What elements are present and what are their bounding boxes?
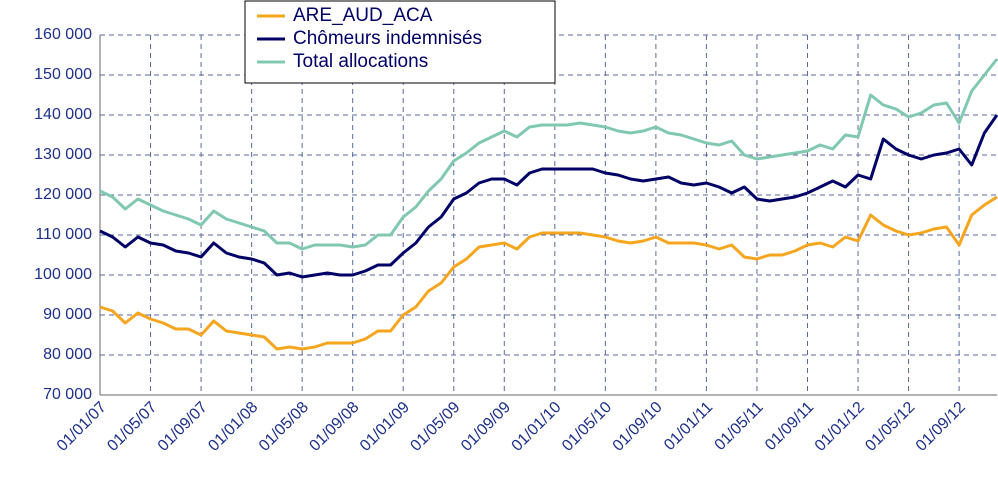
y-tick-label: 70 000 <box>43 386 92 403</box>
x-tick-label: 01/01/10 <box>509 399 565 455</box>
legend-box <box>244 0 556 84</box>
y-tick-label: 140 000 <box>34 106 92 123</box>
series-line <box>99 58 998 251</box>
y-tick-label: 80 000 <box>43 346 92 363</box>
x-tick-label: 01/05/08 <box>256 399 312 455</box>
x-tick-label: 01/09/12 <box>913 399 969 455</box>
series-line <box>99 114 998 279</box>
y-tick-label: 110 000 <box>35 226 92 243</box>
legend-label: ARE_AUD_ACA <box>293 5 433 26</box>
y-tick-label: 150 000 <box>34 66 92 83</box>
x-tick-label: 01/05/07 <box>104 399 160 455</box>
series-line <box>99 195 998 351</box>
x-tick-label: 01/09/10 <box>610 399 666 455</box>
x-tick-label: 01/05/11 <box>712 399 767 454</box>
x-tick-label: 01/01/12 <box>812 399 868 455</box>
x-tick-label: 01/01/07 <box>54 399 110 455</box>
x-tick-label: 01/09/11 <box>762 399 817 454</box>
y-tick-label: 160 000 <box>34 26 92 43</box>
x-tick-label: 01/09/09 <box>458 399 514 455</box>
x-tick-label: 01/09/07 <box>155 399 211 455</box>
y-tick-label: 100 000 <box>34 266 92 283</box>
x-tick-label: 01/05/10 <box>559 399 615 455</box>
y-tick-label: 120 000 <box>34 186 92 203</box>
y-tick-label: 130 000 <box>34 146 92 163</box>
y-tick-label: 90 000 <box>43 306 92 323</box>
x-tick-label: 01/01/11 <box>661 399 716 454</box>
x-tick-label: 01/01/09 <box>357 399 413 455</box>
x-tick-label: 01/09/08 <box>306 399 362 455</box>
x-tick-label: 01/01/08 <box>205 399 261 455</box>
x-tick-label: 01/05/12 <box>862 399 918 455</box>
legend-label: Total allocations <box>293 51 428 72</box>
legend-label: Chômeurs indemnisés <box>293 28 482 49</box>
x-tick-label: 01/05/09 <box>407 399 463 455</box>
